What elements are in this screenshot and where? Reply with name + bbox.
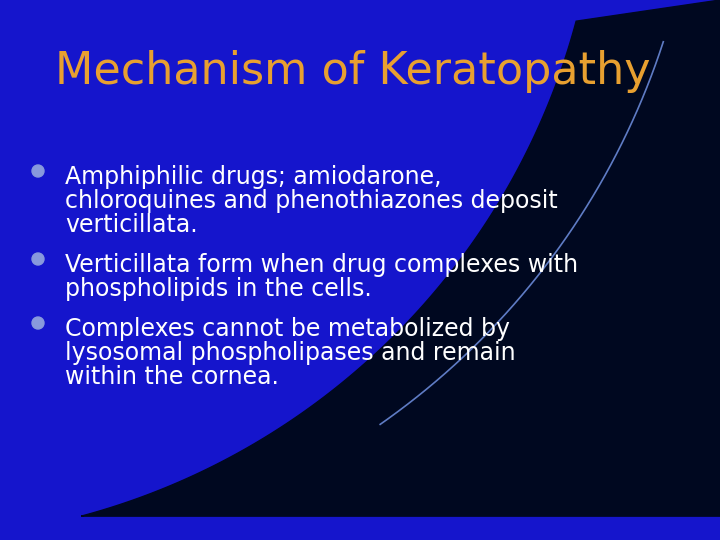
Polygon shape [81,0,720,516]
Text: Mechanism of Keratopathy: Mechanism of Keratopathy [55,50,651,93]
Text: Verticillata form when drug complexes with: Verticillata form when drug complexes wi… [65,253,578,277]
Text: within the cornea.: within the cornea. [65,365,279,389]
Text: phospholipids in the cells.: phospholipids in the cells. [65,277,372,301]
Text: Amphiphilic drugs; amiodarone,: Amphiphilic drugs; amiodarone, [65,165,441,189]
Circle shape [32,253,44,265]
Text: verticillata.: verticillata. [65,213,197,237]
Circle shape [32,317,44,329]
Text: chloroquines and phenothiazones deposit: chloroquines and phenothiazones deposit [65,189,558,213]
Text: Complexes cannot be metabolized by: Complexes cannot be metabolized by [65,317,510,341]
Text: lysosomal phospholipases and remain: lysosomal phospholipases and remain [65,341,516,365]
Circle shape [32,165,44,177]
